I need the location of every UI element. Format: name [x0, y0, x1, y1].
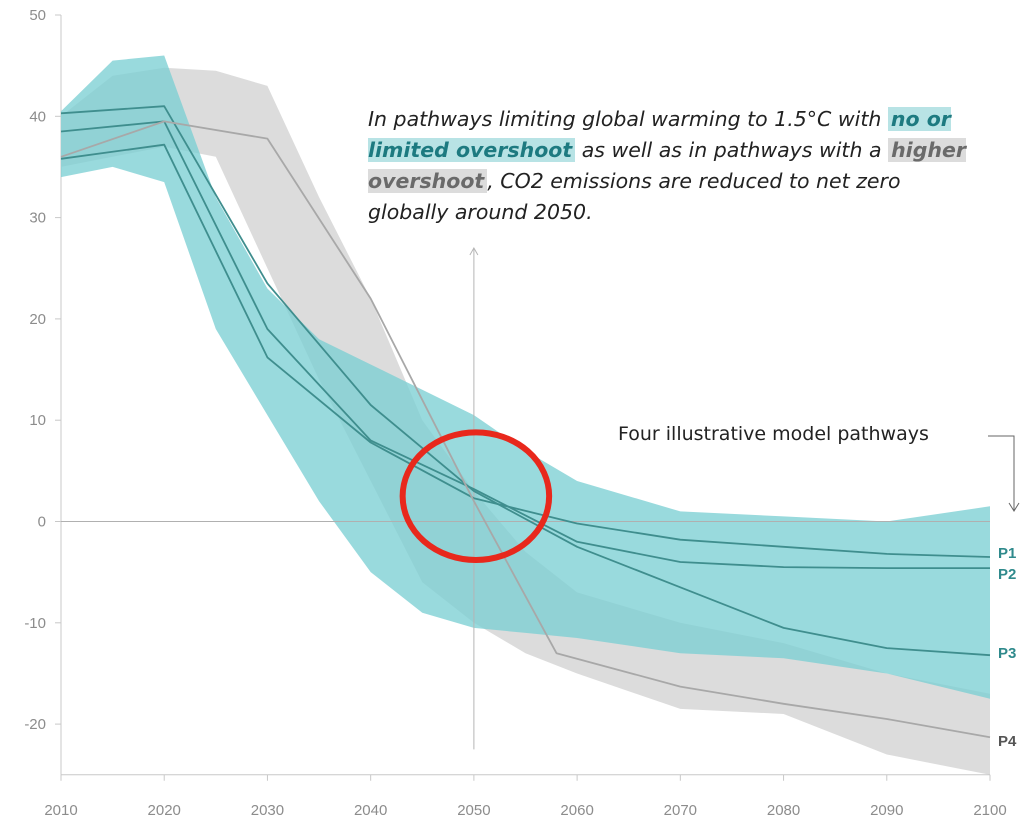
x-tick-label: 2050 — [457, 802, 490, 819]
x-tick-label: 2020 — [148, 802, 181, 819]
pathway-line-p3 — [60, 105, 991, 657]
y-tick-label: -20 — [24, 716, 46, 733]
x-axis: 2010 2020 2030 2040 2050 2060 2070 2080 2090 2100 — [44, 774, 1007, 819]
y-tick-label: -10 — [24, 615, 46, 632]
x-tick-label: 2070 — [664, 802, 697, 819]
pathway-label-p4: P4 — [998, 733, 1017, 750]
y-axis: 50 40 30 20 10 0 -10 -20 — [24, 7, 62, 775]
annotation-part-1: In pathways limiting global warming to 1… — [368, 107, 888, 131]
marker-arrowhead — [469, 246, 479, 256]
pathway-label-p2: P2 — [998, 566, 1016, 583]
y-tick-label: 30 — [29, 210, 46, 227]
annotation-text: In pathways limiting global warming to 1… — [368, 104, 968, 228]
pathway-label-p1: P1 — [998, 545, 1016, 562]
y-tick-label: 50 — [29, 7, 46, 24]
x-tick-label: 2040 — [354, 802, 387, 819]
y-tick-label: 20 — [29, 311, 46, 328]
x-tick-label: 2030 — [251, 802, 284, 819]
pathway-lines — [60, 105, 991, 739]
annotation-part-3: , CO2 emissions are reduced to net zero … — [368, 169, 901, 224]
annotation-part-2: as well as in pathways with a — [575, 138, 889, 162]
pathways-label: Four illustrative model pathways — [618, 423, 929, 445]
x-tick-label: 2090 — [870, 802, 903, 819]
pathway-bands — [61, 55, 990, 775]
pathway-line-p2 — [60, 120, 990, 569]
higher-overshoot-band — [61, 67, 990, 775]
pathway-label-p3: P3 — [998, 645, 1016, 662]
no-overshoot-band — [61, 55, 990, 699]
net-zero-highlight — [399, 429, 553, 563]
y-tick-label: 0 — [38, 514, 46, 531]
pathway-line-p1 — [60, 143, 991, 558]
x-tick-label: 2080 — [767, 802, 800, 819]
x-tick-label: 2060 — [560, 802, 593, 819]
pointer-arrowhead — [1008, 502, 1020, 512]
y-tick-label: 40 — [29, 108, 46, 125]
pathway-labels: P1 P2 P3 P4 — [998, 545, 1017, 750]
x-tick-label: 2100 — [973, 802, 1006, 819]
net-zero-circle — [399, 429, 553, 563]
pointer-line — [988, 435, 1015, 510]
pathway-line-p4 — [60, 120, 991, 739]
y-tick-label: 10 — [29, 412, 46, 429]
x-tick-label: 2010 — [44, 802, 77, 819]
pathways-pointer — [988, 435, 1020, 512]
